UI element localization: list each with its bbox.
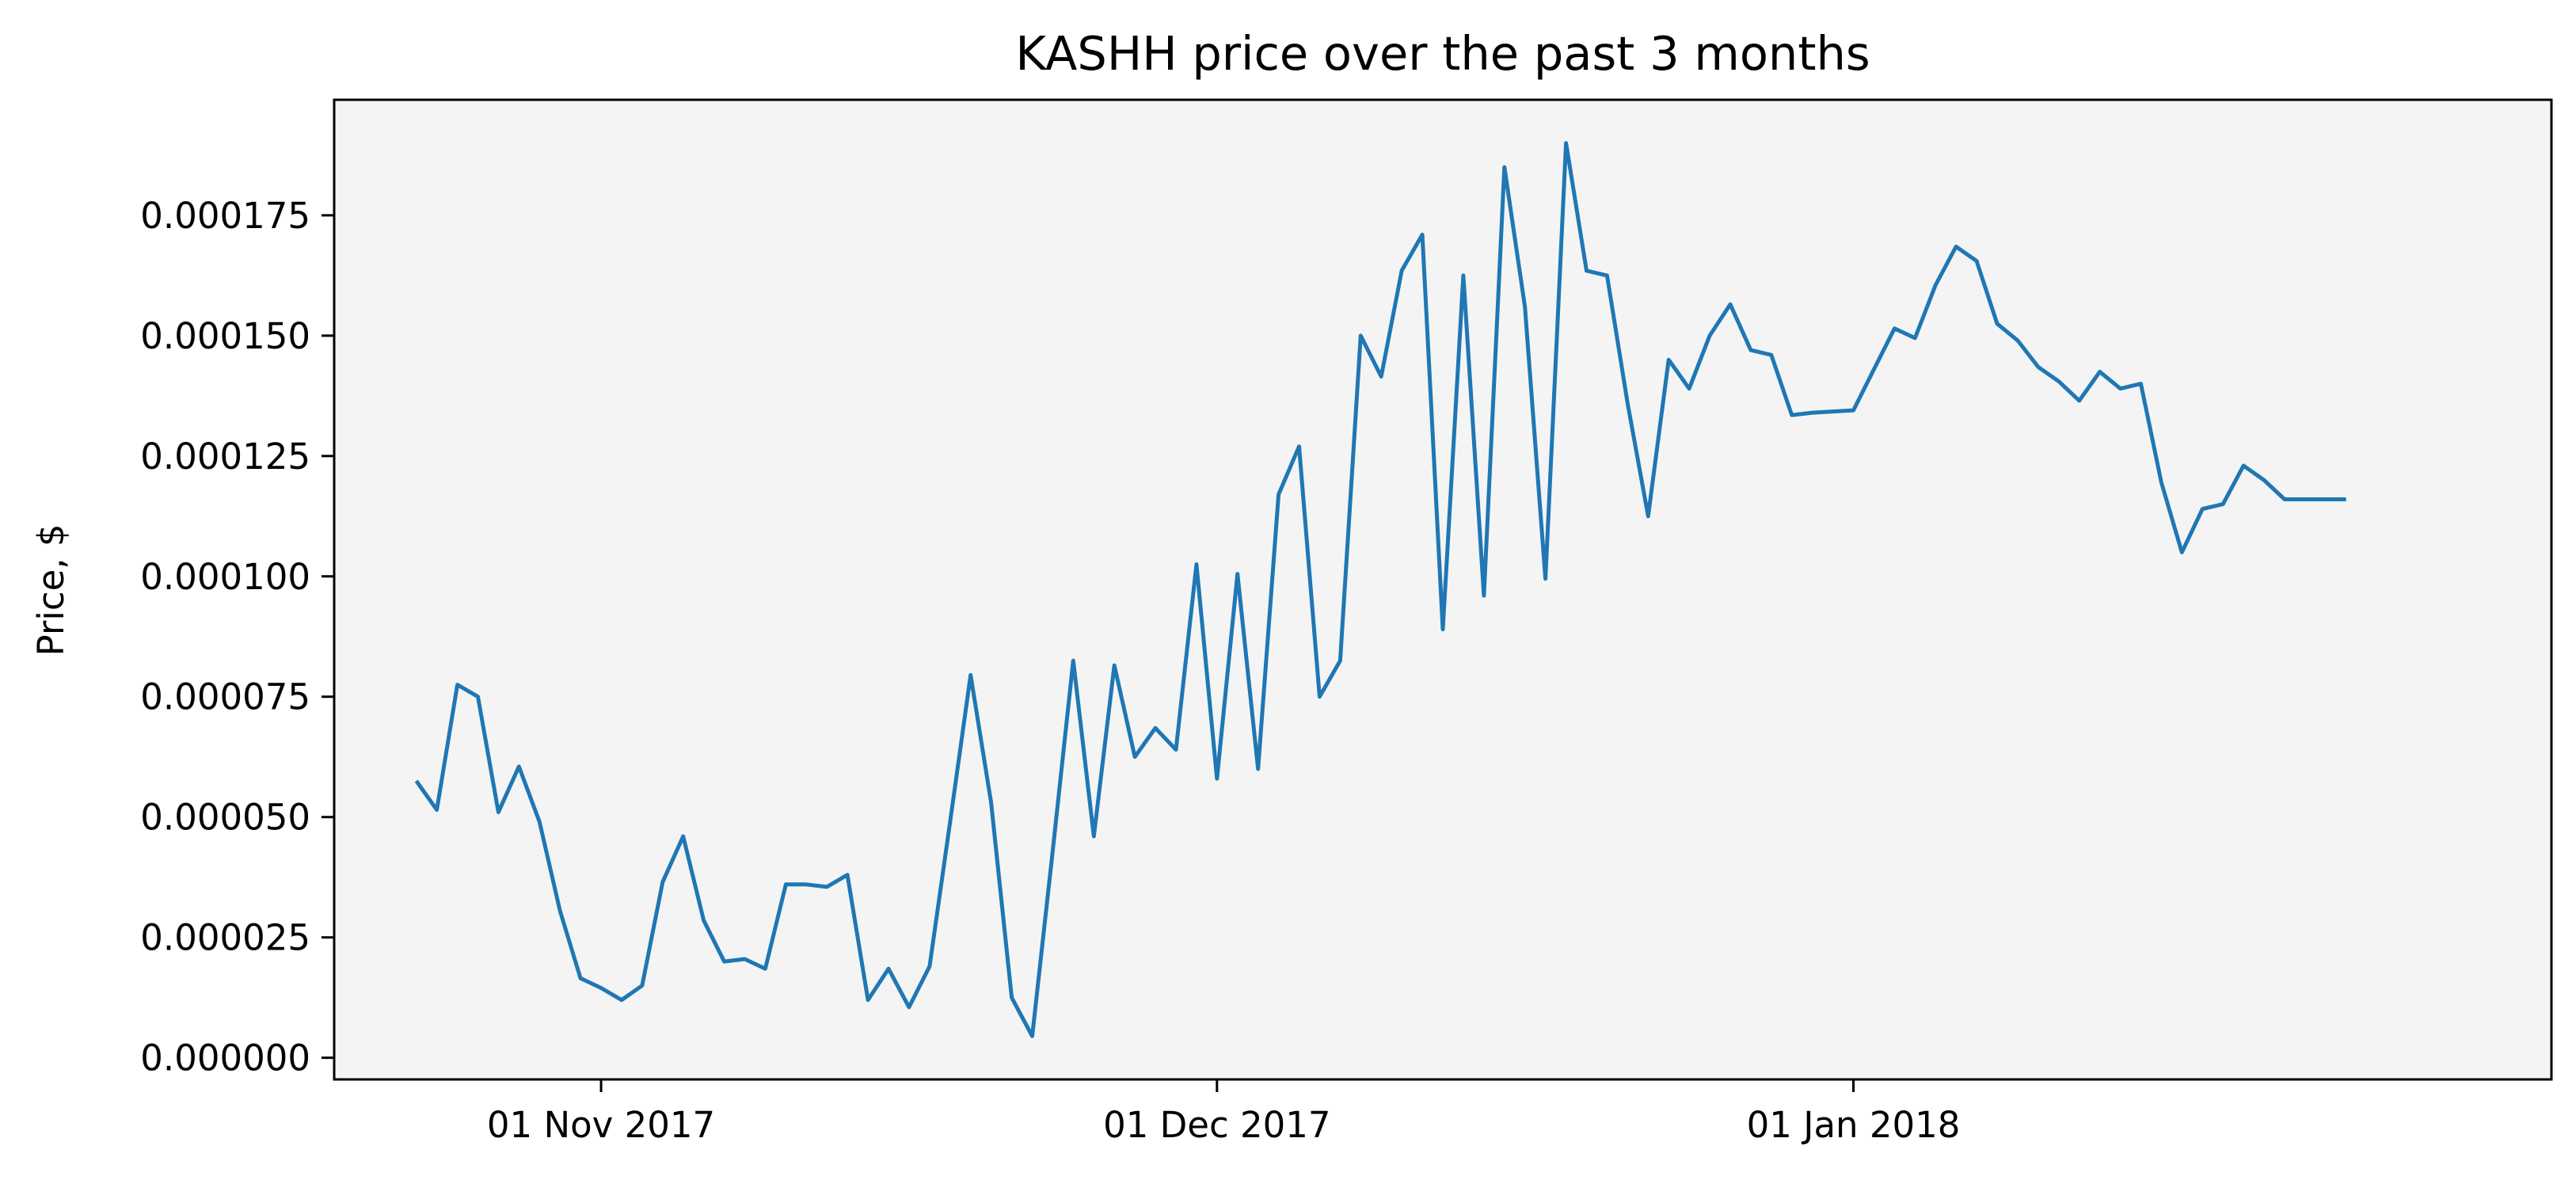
y-tick-label: 0.000000 <box>140 1037 310 1079</box>
series-line-0 <box>414 141 2346 1038</box>
x-tick-label: 01 Jan 2018 <box>1747 1104 1961 1146</box>
plot-area <box>334 100 2551 1079</box>
y-tick-label: 0.000125 <box>140 436 310 478</box>
chart-title: KASHH price over the past 3 months <box>1015 26 1870 81</box>
y-tick-label: 0.000150 <box>140 315 310 357</box>
plot-frame <box>333 98 2553 1081</box>
y-tick-label: 0.000025 <box>140 917 310 959</box>
x-tick-label: 01 Dec 2017 <box>1103 1104 1330 1146</box>
series-layer <box>414 141 2346 1038</box>
y-tick-label: 0.000100 <box>140 556 310 598</box>
y-axis-label: Price, $ <box>30 523 72 656</box>
x-tick-label: 01 Nov 2017 <box>487 1104 715 1146</box>
y-tick-label: 0.000175 <box>140 195 310 237</box>
y-tick-label: 0.000050 <box>140 797 310 839</box>
x-axis: 01 Nov 2017 01 Dec 2017 01 Jan 2018 <box>487 1079 1960 1146</box>
y-tick-label: 0.000075 <box>140 676 310 718</box>
y-axis: 0.000000 0.000025 0.000050 0.000075 0.000100… <box>140 195 334 1079</box>
